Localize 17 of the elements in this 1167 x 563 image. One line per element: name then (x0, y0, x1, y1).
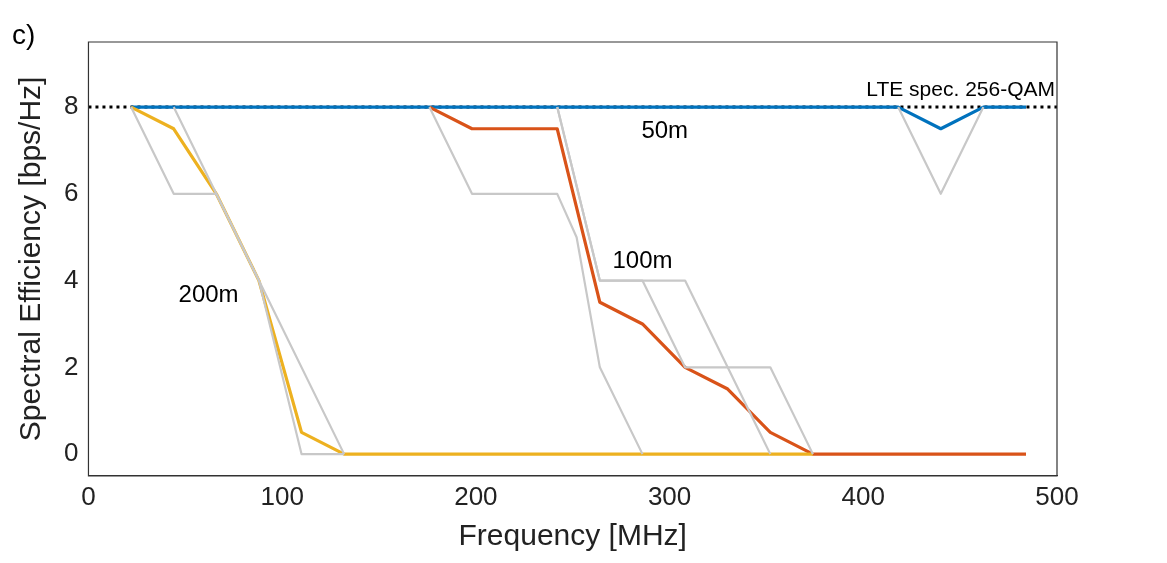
chart-title: c) (12, 18, 36, 50)
ref-line-label: LTE spec. 256-QAM (866, 77, 1055, 101)
x-tick-label: 300 (647, 480, 692, 511)
y-tick-label: 4 (63, 263, 79, 294)
y-tick-label: 0 (63, 437, 79, 468)
x-tick-label: 500 (1035, 480, 1079, 511)
y-tick-label: 2 (63, 350, 79, 381)
annotation: 200m (178, 280, 239, 308)
annotation: 100m (612, 245, 673, 273)
y-tick-label: 6 (63, 177, 79, 207)
x-tick-label: 400 (841, 480, 885, 511)
y-tick-label: 8 (63, 90, 79, 121)
x-axis-title: Frequency [MHz] (458, 518, 687, 552)
x-tick-label: 200 (454, 480, 498, 511)
x-tick-label: 100 (260, 480, 304, 511)
y-axis-title: Spectral Efficiency [bps/Hz] (13, 76, 47, 442)
annotation: 50m (641, 115, 689, 143)
